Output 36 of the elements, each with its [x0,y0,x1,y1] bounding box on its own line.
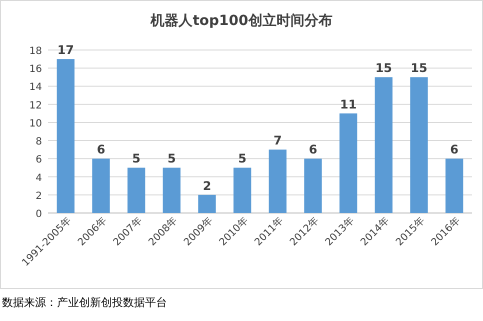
y-tick-label: 8 [36,136,42,148]
data-label: 5 [132,152,141,166]
data-label: 6 [308,142,318,157]
bar [234,168,252,213]
bar [56,59,74,213]
data-label: 6 [96,142,106,157]
y-tick-label: 12 [29,100,42,112]
y-tick-label: 2 [36,190,42,202]
data-label: 6 [450,142,459,157]
y-tick-label: 4 [36,172,42,184]
y-tick-label: 0 [36,209,42,220]
bar [410,77,428,213]
source-note: 数据来源：产业创新创投数据平台 [2,296,167,309]
bar [162,168,180,213]
bar [446,158,464,213]
bar [128,168,146,213]
data-label: 5 [167,152,176,166]
bar [340,113,358,213]
y-tick-label: 10 [29,118,42,130]
bar [92,158,110,213]
y-tick-label: 6 [36,154,42,166]
data-label: 2 [202,178,212,193]
data-label: 7 [273,134,282,148]
y-tick-label: 16 [29,64,42,76]
bar [304,158,322,213]
bar [374,77,392,213]
y-tick-label: 18 [29,46,42,57]
y-tick-label: 14 [29,82,42,94]
data-label: 5 [238,152,247,166]
data-label: 11 [340,97,357,112]
bar [198,194,216,213]
data-label: 17 [57,43,74,58]
bar [268,150,286,213]
chart-title: 机器人top100创立时间分布 [150,12,332,29]
data-label: 15 [375,61,392,76]
data-label: 15 [410,61,428,76]
